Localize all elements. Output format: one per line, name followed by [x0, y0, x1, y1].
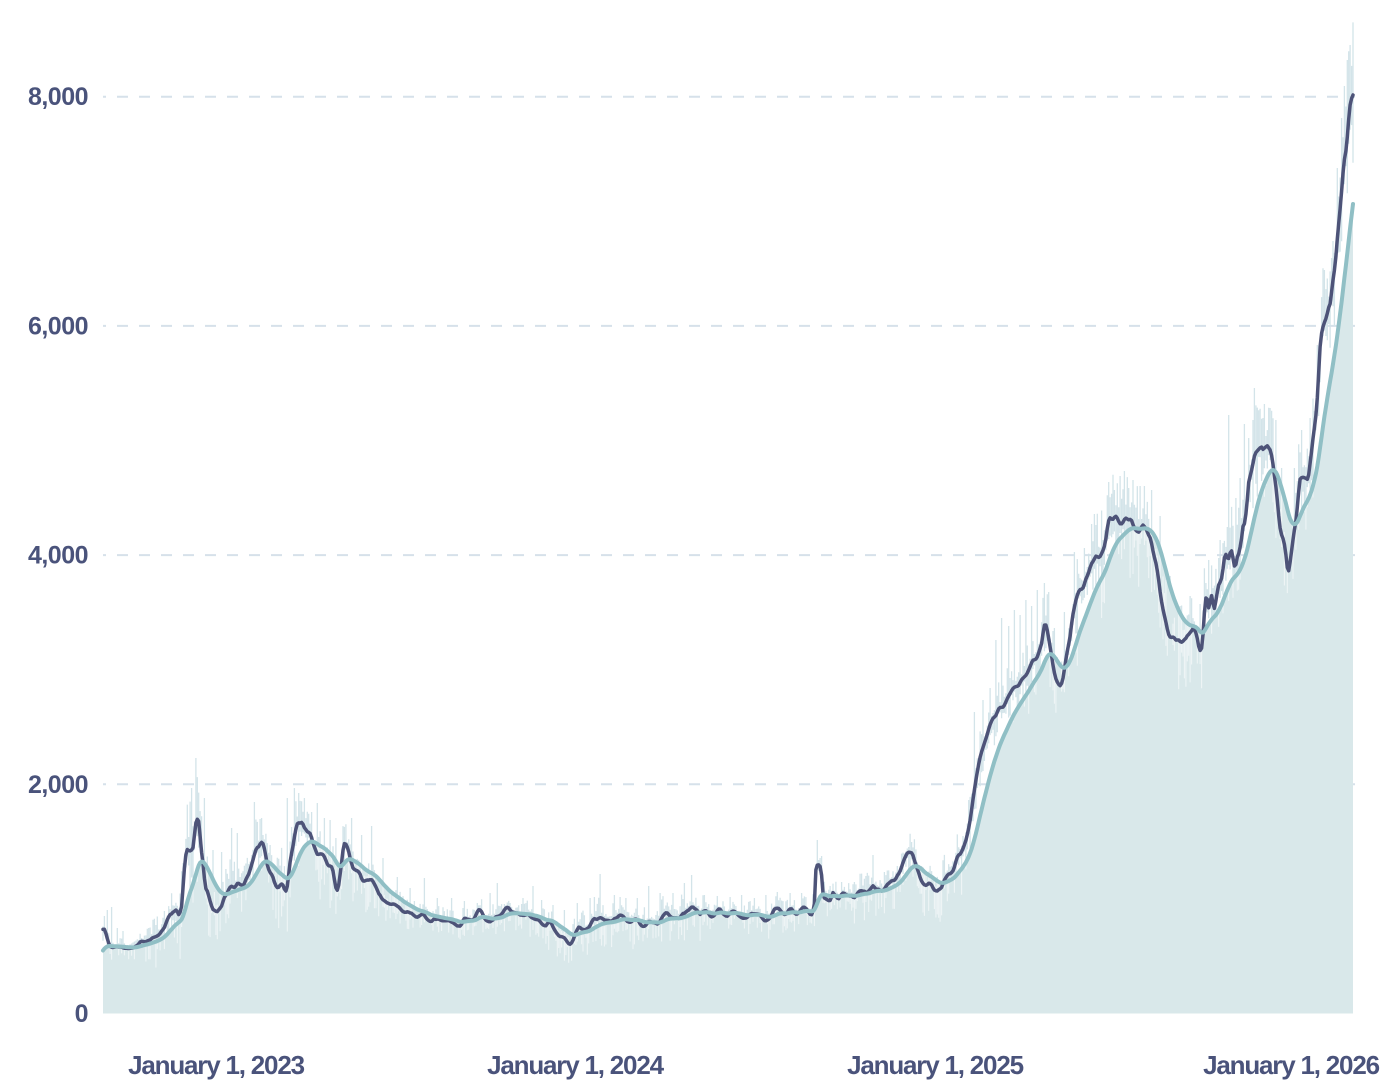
svg-text:2,000: 2,000 — [28, 771, 88, 799]
svg-text:4,000: 4,000 — [28, 542, 88, 570]
svg-text:January 1, 2023: January 1, 2023 — [128, 1050, 304, 1080]
svg-text:8,000: 8,000 — [28, 83, 88, 111]
svg-text:6,000: 6,000 — [28, 312, 88, 340]
svg-text:January 1, 2024: January 1, 2024 — [487, 1050, 664, 1080]
svg-text:0: 0 — [75, 1000, 88, 1028]
svg-text:January 1, 2026: January 1, 2026 — [1203, 1050, 1379, 1080]
svg-text:January 1, 2025: January 1, 2025 — [847, 1050, 1023, 1080]
